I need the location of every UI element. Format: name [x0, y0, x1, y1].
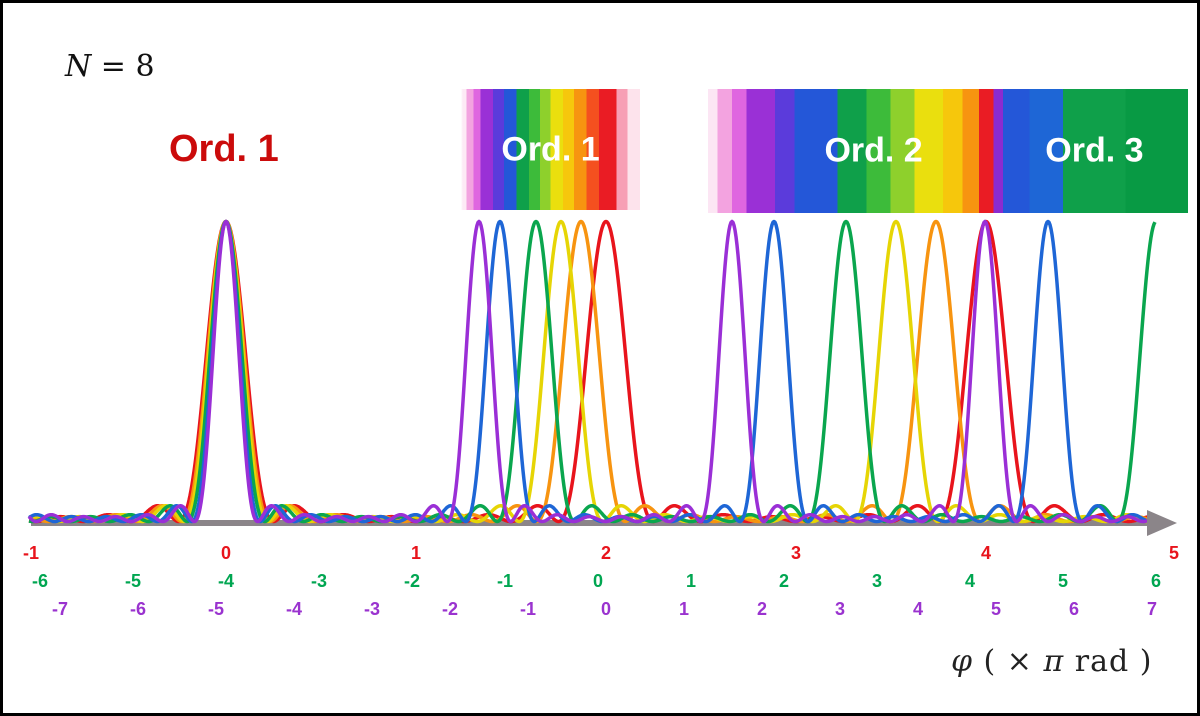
- red-scale-tick: 1: [410, 543, 422, 563]
- band-order-label: Ord. 2: [824, 131, 923, 170]
- pi-symbol: π: [1043, 644, 1065, 679]
- purple-scale-tick: -1: [519, 599, 537, 619]
- red-scale-tick: 2: [600, 543, 612, 563]
- purple-scale-tick: -7: [51, 599, 69, 619]
- green-scale-tick: 6: [1150, 571, 1162, 591]
- purple-scale-tick: 3: [834, 599, 846, 619]
- purple-scale-tick: -5: [207, 599, 225, 619]
- green-scale-tick: 3: [871, 571, 883, 591]
- purple-scale-tick: -6: [129, 599, 147, 619]
- red-scale-tick: 3: [790, 543, 802, 563]
- red-scale-tick: -1: [22, 543, 40, 563]
- x-axis-arrowhead-icon: [1147, 510, 1177, 536]
- purple-scale-tick: 0: [600, 599, 612, 619]
- violet-intensity-curve: [27, 219, 1156, 524]
- green-scale-tick: -2: [403, 571, 421, 591]
- purple-scale-tick: 1: [678, 599, 690, 619]
- green-scale-tick: -4: [217, 571, 235, 591]
- purple-scale-tick: -3: [363, 599, 381, 619]
- interference-plot: [27, 219, 1177, 536]
- red-scale-tick: 5: [1168, 543, 1180, 563]
- green-scale-tick: 0: [592, 571, 604, 591]
- green-scale-tick: -6: [31, 571, 49, 591]
- band-order-label: Ord. 1: [501, 130, 600, 168]
- purple-scale-tick: 5: [990, 599, 1002, 619]
- green-scale-tick: 2: [778, 571, 790, 591]
- axis-units-close: rad ): [1064, 644, 1153, 679]
- purple-scale-tick: 6: [1068, 599, 1080, 619]
- band-order-label: Ord. 3: [1045, 131, 1144, 170]
- red-scale-tick: 4: [980, 543, 992, 563]
- n-value: = 8: [91, 49, 155, 84]
- spectrum-band-2: Ord. 2 Ord. 3: [708, 89, 1188, 213]
- green-scale-tick: -1: [496, 571, 514, 591]
- n-variable: N: [65, 49, 92, 84]
- n-equals-8-label: N = 8: [65, 49, 155, 84]
- purple-scale-tick: -4: [285, 599, 303, 619]
- axis-units-open: ( ×: [973, 644, 1044, 679]
- green-scale-tick: -3: [310, 571, 328, 591]
- green-scale-tick: 5: [1057, 571, 1069, 591]
- green-scale-tick: 1: [685, 571, 697, 591]
- purple-scale-tick: -2: [441, 599, 459, 619]
- red-scale-tick: 0: [220, 543, 232, 563]
- phi-symbol: φ: [951, 644, 974, 679]
- green-scale-tick: 4: [964, 571, 976, 591]
- spectrum-band-1: Ord. 1: [461, 89, 640, 210]
- purple-scale-tick: 4: [912, 599, 924, 619]
- green-scale-tick: -5: [124, 571, 142, 591]
- purple-scale-tick: 7: [1146, 599, 1158, 619]
- central-order-label: Ord. 1: [169, 128, 279, 170]
- x-axis-title: φ ( × π rad ): [951, 644, 1152, 679]
- purple-scale-tick: 2: [756, 599, 768, 619]
